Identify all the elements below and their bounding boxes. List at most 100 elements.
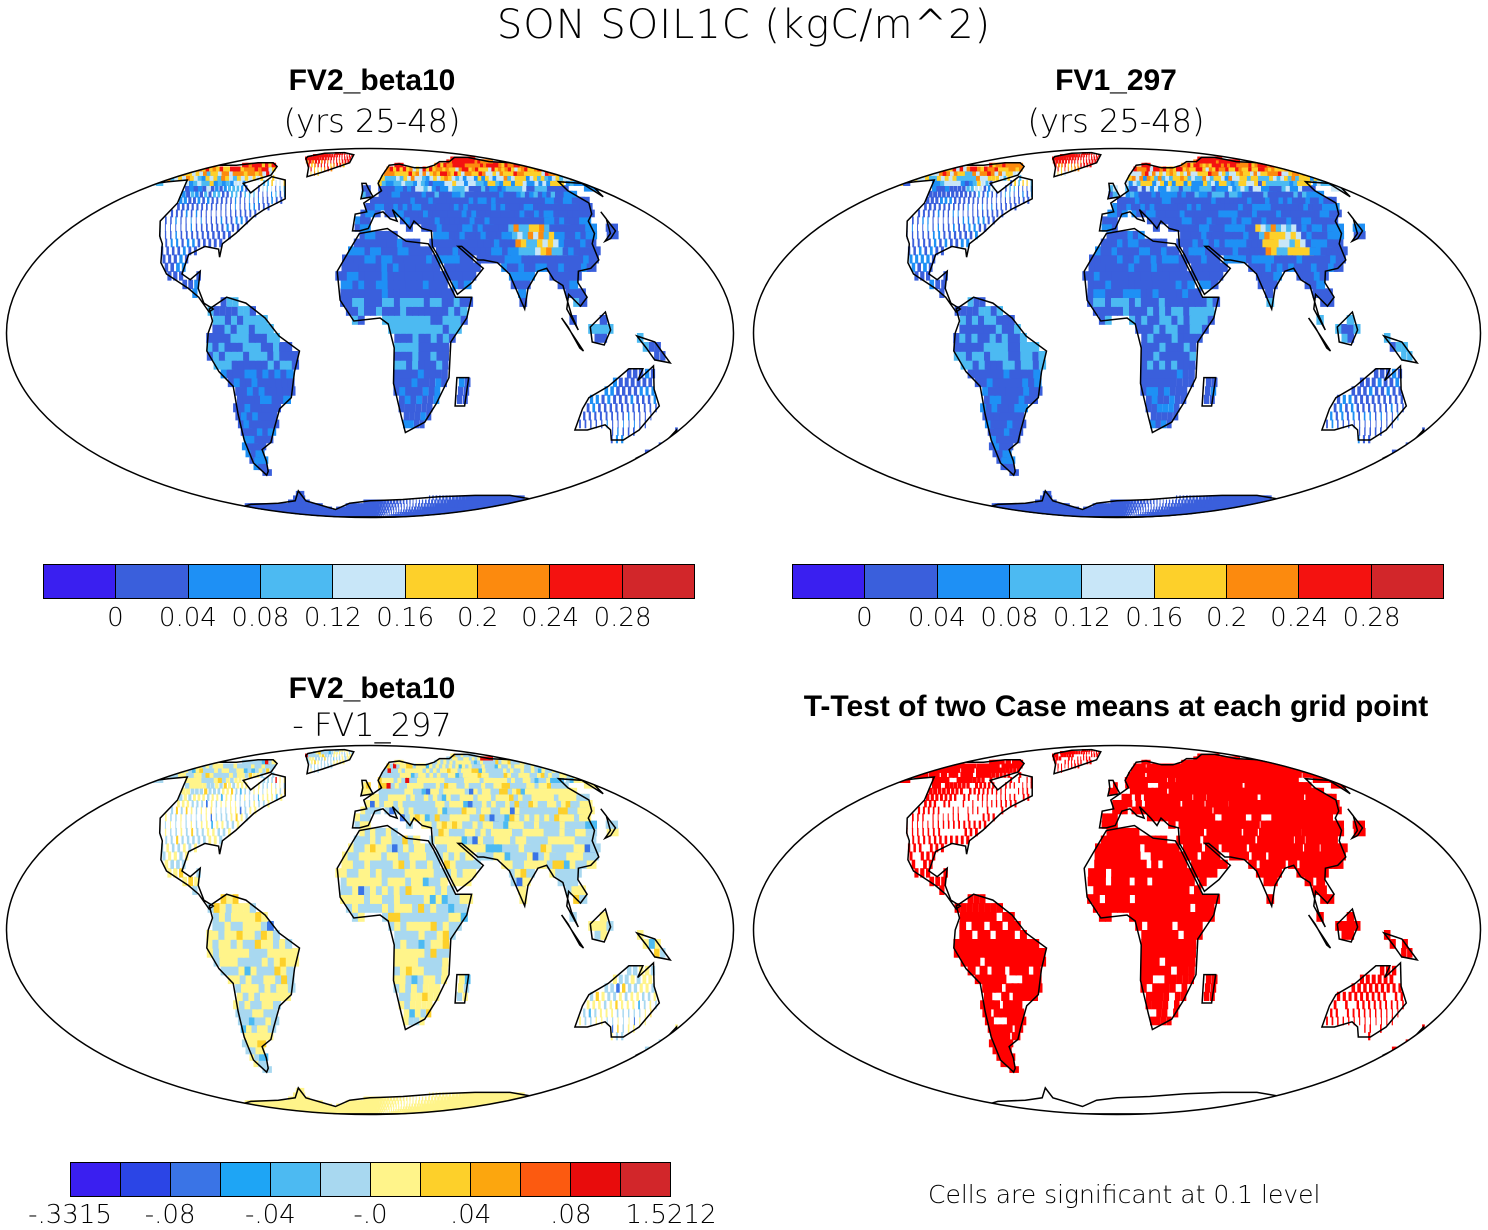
- grid-cell: [965, 231, 968, 239]
- grid-cell: [275, 180, 276, 186]
- grid-cell: [573, 171, 590, 176]
- grid-cell: [1267, 507, 1279, 511]
- grid-cell: [422, 395, 428, 404]
- grid-cell: [409, 412, 415, 421]
- grid-cell: [943, 216, 944, 224]
- grid-cell: [1307, 167, 1324, 172]
- grid-cell: [959, 197, 961, 204]
- grid-cell: [988, 216, 990, 224]
- grid-cell: [426, 516, 434, 518]
- grid-cell: [370, 280, 377, 290]
- grid-cell: [394, 369, 401, 379]
- grid-cell: [1105, 297, 1112, 307]
- grid-cell: [1181, 516, 1190, 518]
- grid-cell: [924, 203, 927, 210]
- grid-cell: [1166, 500, 1167, 505]
- grid-cell: [644, 403, 646, 412]
- grid-cell: [468, 514, 480, 516]
- grid-cell: [958, 210, 959, 218]
- grid-cell: [175, 224, 176, 232]
- grid-cell: [225, 510, 242, 513]
- grid-cell: [1146, 395, 1152, 404]
- grid-cell: [170, 216, 172, 224]
- grid-cell: [1151, 403, 1157, 412]
- grid-cell: [1220, 263, 1228, 272]
- grid-cell: [1381, 420, 1382, 429]
- grid-cell: [922, 224, 923, 232]
- grid-cell: [1372, 395, 1375, 404]
- grid-cell: [1207, 306, 1214, 316]
- grid-cell: [1390, 378, 1394, 388]
- grid-cell: [502, 507, 512, 511]
- grid-cell: [1233, 512, 1245, 515]
- grid-cell: [1386, 420, 1387, 429]
- grid-cell: [218, 231, 221, 239]
- grid-cell: [969, 180, 973, 186]
- colorbar-tick-label: 0.28: [594, 603, 652, 633]
- grid-cell: [954, 231, 956, 239]
- grid-cell: [963, 203, 964, 210]
- grid-cell: [419, 333, 426, 343]
- grid-cell: [1329, 175, 1345, 181]
- grid-cell: [1272, 507, 1284, 511]
- grid-cell: [1014, 191, 1015, 198]
- grid-cell: [1146, 386, 1152, 395]
- grid-cell: [1205, 386, 1211, 395]
- grid-cell: [1147, 306, 1154, 316]
- grid-cell: [996, 333, 1003, 343]
- grid-cell: [1156, 412, 1162, 421]
- grid-cell: [261, 514, 277, 516]
- grid-cell: [979, 512, 996, 515]
- grid-cell: [1152, 386, 1158, 395]
- grid-cell: [931, 197, 934, 204]
- grid-cell: [991, 306, 997, 316]
- grid-cell: [443, 324, 450, 334]
- grid-cell: [269, 412, 277, 421]
- grid-cell: [409, 420, 414, 429]
- grid-cell: [499, 507, 509, 511]
- grid-cell: [928, 231, 930, 239]
- grid-cell: [1014, 180, 1016, 186]
- grid-cell: [1239, 512, 1252, 515]
- grid-cell: [613, 395, 616, 404]
- grid-cell: [437, 342, 444, 352]
- grid-cell: [632, 403, 634, 412]
- grid-cell: [1353, 412, 1355, 421]
- grid-cell: [323, 154, 326, 157]
- grid-cell: [1166, 333, 1173, 343]
- grid-cell: [365, 239, 371, 248]
- grid-cell: [1034, 516, 1048, 518]
- grid-cell: [170, 224, 171, 232]
- grid-cell: [254, 203, 256, 210]
- grid-cell: [1178, 333, 1185, 343]
- grid-cell: [977, 203, 978, 210]
- grid-cell: [1141, 315, 1148, 325]
- grid-cell: [400, 324, 407, 334]
- grid-cell: [956, 507, 973, 511]
- grid-cell: [1234, 510, 1244, 513]
- grid-cell: [1178, 516, 1187, 518]
- grid-cell: [171, 210, 173, 218]
- grid-cell: [257, 514, 273, 516]
- grid-cell: [1354, 395, 1357, 404]
- grid-cell: [298, 516, 310, 518]
- grid-cell: [959, 231, 961, 239]
- grid-cell: [226, 197, 228, 204]
- grid-cell: [923, 239, 925, 248]
- grid-cell: [628, 386, 631, 395]
- grid-cell: [215, 507, 231, 511]
- grid-cell: [1171, 369, 1177, 379]
- grid-cell: [192, 239, 195, 248]
- grid-cell: [275, 185, 276, 191]
- grid-cell: [582, 210, 595, 218]
- grid-cell: [1203, 516, 1216, 518]
- grid-cell: [1366, 378, 1370, 388]
- grid-cell: [1190, 324, 1197, 334]
- grid-cell: [1095, 255, 1101, 264]
- colorbar-tick-label: 0.08: [231, 603, 289, 633]
- grid-cell: [965, 191, 968, 198]
- grid-cell: [465, 514, 476, 516]
- grid-cell: [980, 510, 996, 513]
- grid-cell: [423, 378, 429, 388]
- grid-cell: [269, 514, 284, 516]
